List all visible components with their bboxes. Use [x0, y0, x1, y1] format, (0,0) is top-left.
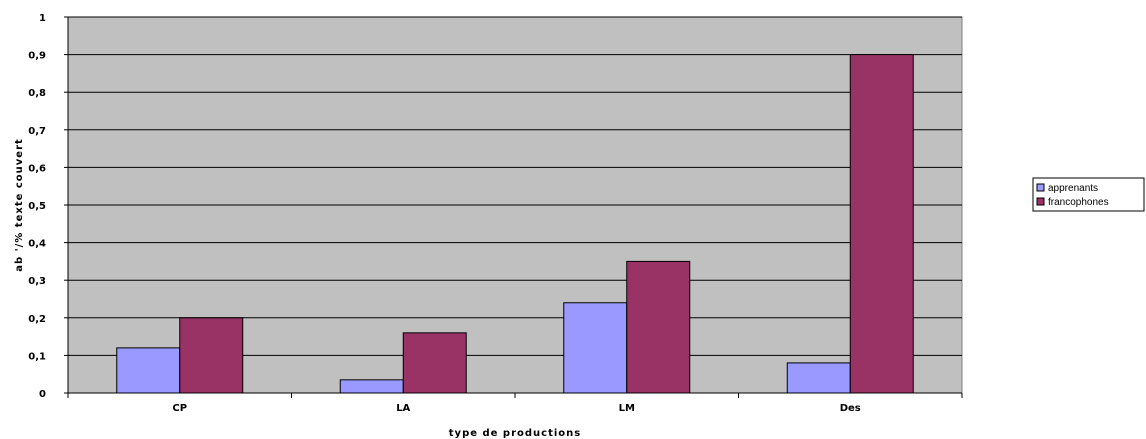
- y-tick-label: 1: [39, 13, 46, 24]
- bar-apprenants-LA: [339, 379, 404, 394]
- y-ticks: 0 0,1 0,2 0,3 0,4 0,5 0,6 0,7 0,8 0,9 1: [28, 13, 68, 400]
- y-tick-label: 0,3: [28, 276, 46, 287]
- bar-apprenants-Des: [786, 362, 851, 394]
- x-tick-label: LM: [619, 403, 635, 414]
- x-tick-label: Des: [840, 403, 861, 414]
- x-tick-label: CP: [172, 403, 187, 414]
- bar-francophones-CP: [179, 317, 244, 394]
- legend-label-francophones: francophones: [1048, 197, 1109, 208]
- x-tick-label: LA: [396, 403, 410, 414]
- y-tick-label: 0,9: [28, 51, 46, 62]
- y-tick-label: 0,7: [28, 126, 46, 137]
- bar-francophones-LA: [402, 332, 467, 394]
- y-tick-label: 0,4: [28, 239, 46, 250]
- x-ticks: CP LA LM Des: [67, 393, 963, 414]
- y-axis-title: ab '/% texte couvert: [14, 138, 25, 272]
- legend-swatch-francophones: [1036, 197, 1045, 206]
- legend: apprenants francophones: [1032, 177, 1145, 212]
- bar-apprenants-LM: [563, 302, 628, 394]
- y-tick-label: 0,6: [28, 163, 46, 174]
- y-tick-label: 0,5: [28, 201, 46, 212]
- legend-box: [1032, 177, 1145, 212]
- bar-francophones-LM: [626, 260, 691, 394]
- y-tick-label: 0,2: [28, 314, 46, 325]
- legend-swatch-apprenants: [1036, 183, 1045, 192]
- bar-apprenants-CP: [116, 347, 181, 394]
- bar-francophones-Des: [849, 54, 914, 394]
- y-tick-label: 0,8: [28, 88, 46, 99]
- legend-label-apprenants: apprenants: [1048, 183, 1098, 194]
- x-axis-title: type de productions: [449, 428, 581, 439]
- y-tick-label: 0,1: [28, 351, 46, 362]
- y-tick-label: 0: [39, 389, 46, 400]
